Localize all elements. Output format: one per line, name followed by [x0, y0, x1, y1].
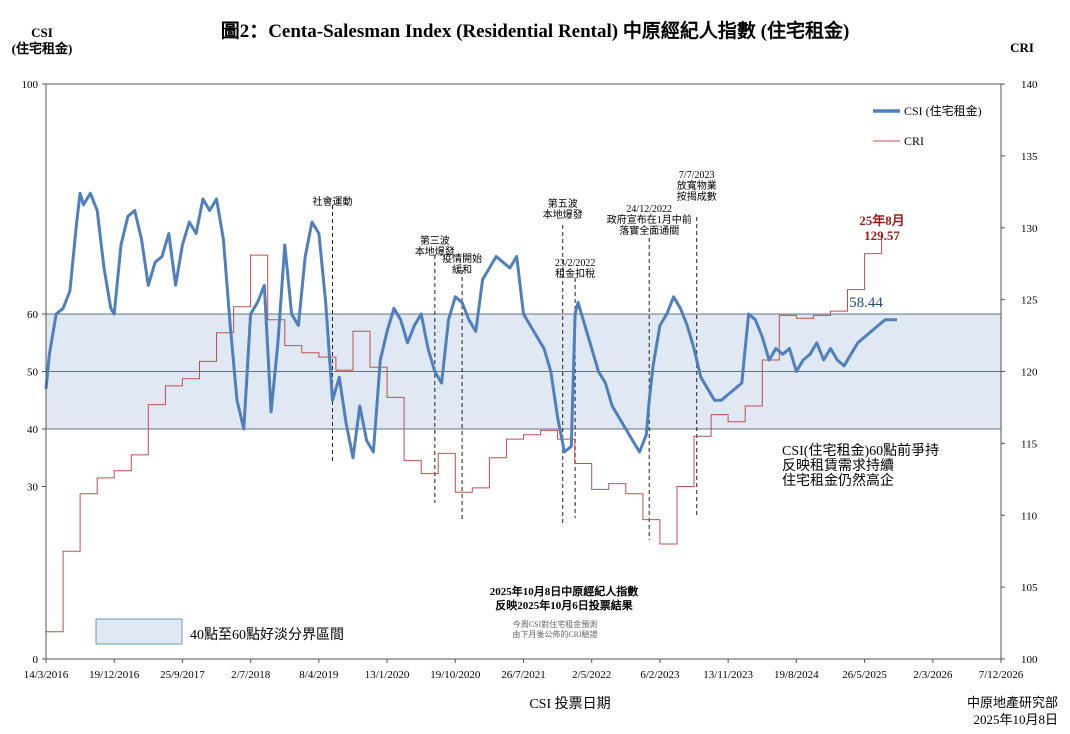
legend: CSI (住宅租金) CRI [873, 103, 982, 148]
y-left-label-1: CSI [31, 25, 53, 40]
source-line-1: 中原地產研究部 [967, 695, 1058, 710]
annotation-label-3-1: 本地爆發 [543, 208, 583, 221]
x-tick-label-1: 19/12/2016 [89, 669, 140, 681]
y-right-tick-label-100: 100 [1021, 654, 1038, 666]
band-legend-swatch [95, 618, 183, 645]
x-tick-label-8: 2/5/2022 [572, 669, 611, 681]
annotation-label-5-0: 24/12/2022 [626, 204, 672, 215]
y-right-tick-label-125: 125 [1021, 295, 1038, 307]
annotation-label-2-1: 緩和 [452, 263, 472, 276]
y-right-tick-label-105: 105 [1021, 582, 1038, 594]
annotation-label-4-1: 租金扣稅 [555, 267, 595, 280]
x-tick-label-4: 8/4/2019 [299, 669, 339, 681]
annotation-label-6-1: 放寬物業 [677, 179, 717, 192]
x-tick-label-3: 2/7/2018 [231, 669, 271, 681]
annotation-label-6-2: 按揭成數 [677, 190, 717, 203]
y-left-tick-label-60: 60 [27, 309, 39, 321]
band-legend-label: 40點至60點好淡分界區間 [190, 627, 344, 643]
y-right-tick-label-115: 115 [1021, 438, 1038, 450]
y-right-ticks: 100 105 110 115 120 125 130 135 140 [1001, 79, 1038, 666]
x-tick-label-9: 6/2/2023 [640, 669, 680, 681]
commentary-line-2: 反映租賃需求持續 [782, 458, 894, 474]
commentary-line-1: CSI(住宅租金)60點前爭持 [782, 442, 939, 459]
footnote-small-2: 由下月後公佈的CRI驗證 [512, 629, 597, 639]
x-tick-label-7: 26/7/2021 [501, 669, 546, 681]
last-cri-label-1: 25年8月 [859, 213, 905, 228]
chart-title: 圖2：Centa-Salesman Index (Residential Ren… [221, 19, 850, 42]
x-tick-label-2: 25/9/2017 [160, 669, 205, 681]
y-left-tick-label-30: 30 [27, 482, 39, 494]
y-left-tick-label-100: 100 [22, 79, 39, 91]
annotation-label-6-0: 7/7/2023 [679, 170, 715, 181]
annotation-label-2-0: 疫情開始 [442, 252, 482, 265]
legend-cri-label: CRI [904, 134, 924, 148]
y-right-tick-label-110: 110 [1021, 510, 1038, 522]
y-left-label-2: (住宅租金) [12, 41, 73, 56]
footnote-bold-2: 反映2025年10月6日投票結果 [495, 598, 633, 612]
csi-series-line [44, 191, 897, 460]
y-right-tick-label-120: 120 [1021, 367, 1038, 379]
x-tick-label-0: 14/3/2016 [24, 669, 69, 681]
annotation-label-4-0: 23/2/2022 [555, 258, 596, 269]
x-tick-label-14: 7/12/2026 [979, 669, 1024, 681]
y-left-tick-label-50: 50 [27, 367, 39, 379]
annotation-label-0-0: 社會運動 [313, 195, 353, 208]
x-axis-label: CSI 投票日期 [529, 696, 610, 712]
y-left-ticks: 0 30 40 50 60 100 [22, 79, 46, 666]
y-right-tick-label-135: 135 [1021, 151, 1038, 163]
footnote-bold-1: 2025年10月8日中原經紀人指數 [490, 584, 639, 598]
cri-series-line [46, 233, 883, 633]
commentary-line-3: 住宅租金仍然高企 [782, 472, 894, 489]
y-right-tick-label-130: 130 [1021, 223, 1038, 235]
y-left-tick-label-40: 40 [27, 424, 39, 436]
source-line-2: 2025年10月8日 [973, 712, 1058, 727]
x-tick-label-11: 19/8/2024 [774, 669, 819, 681]
x-tick-label-13: 2/3/2026 [913, 669, 953, 681]
annotation-label-1-0: 第三波 [420, 234, 450, 247]
last-csi-label: 58.44 [849, 295, 883, 311]
last-cri-label-2: 129.57 [864, 228, 900, 243]
footnote-small-1: 今周CSI對住宅租金預測 [513, 619, 597, 629]
annotation-label-5-1: 政府宣布在1月中前 [607, 213, 692, 226]
legend-csi-label: CSI (住宅租金) [904, 103, 982, 118]
annotation-label-5-2: 落實全面通關 [619, 224, 679, 237]
y-left-tick-label-0: 0 [33, 654, 39, 666]
x-tick-label-12: 26/5/2025 [842, 669, 887, 681]
y-right-label: CRI [1010, 40, 1034, 55]
x-tick-label-10: 13/11/2023 [703, 669, 753, 681]
x-ticks: 14/3/2016 19/12/2016 25/9/2017 2/7/2018 8/4/… [24, 659, 1024, 681]
x-tick-label-6: 19/10/2020 [430, 669, 481, 681]
x-tick-label-5: 13/1/2020 [365, 669, 410, 681]
y-right-tick-label-140: 140 [1021, 79, 1038, 91]
annotation-labels: 社會運動第三波本地爆發疫情開始緩和第五波本地爆發23/2/2022租金扣稅24/… [313, 170, 717, 280]
annotation-label-1-1: 本地爆發 [415, 245, 455, 258]
annotation-label-3-0: 第五波 [548, 197, 578, 210]
